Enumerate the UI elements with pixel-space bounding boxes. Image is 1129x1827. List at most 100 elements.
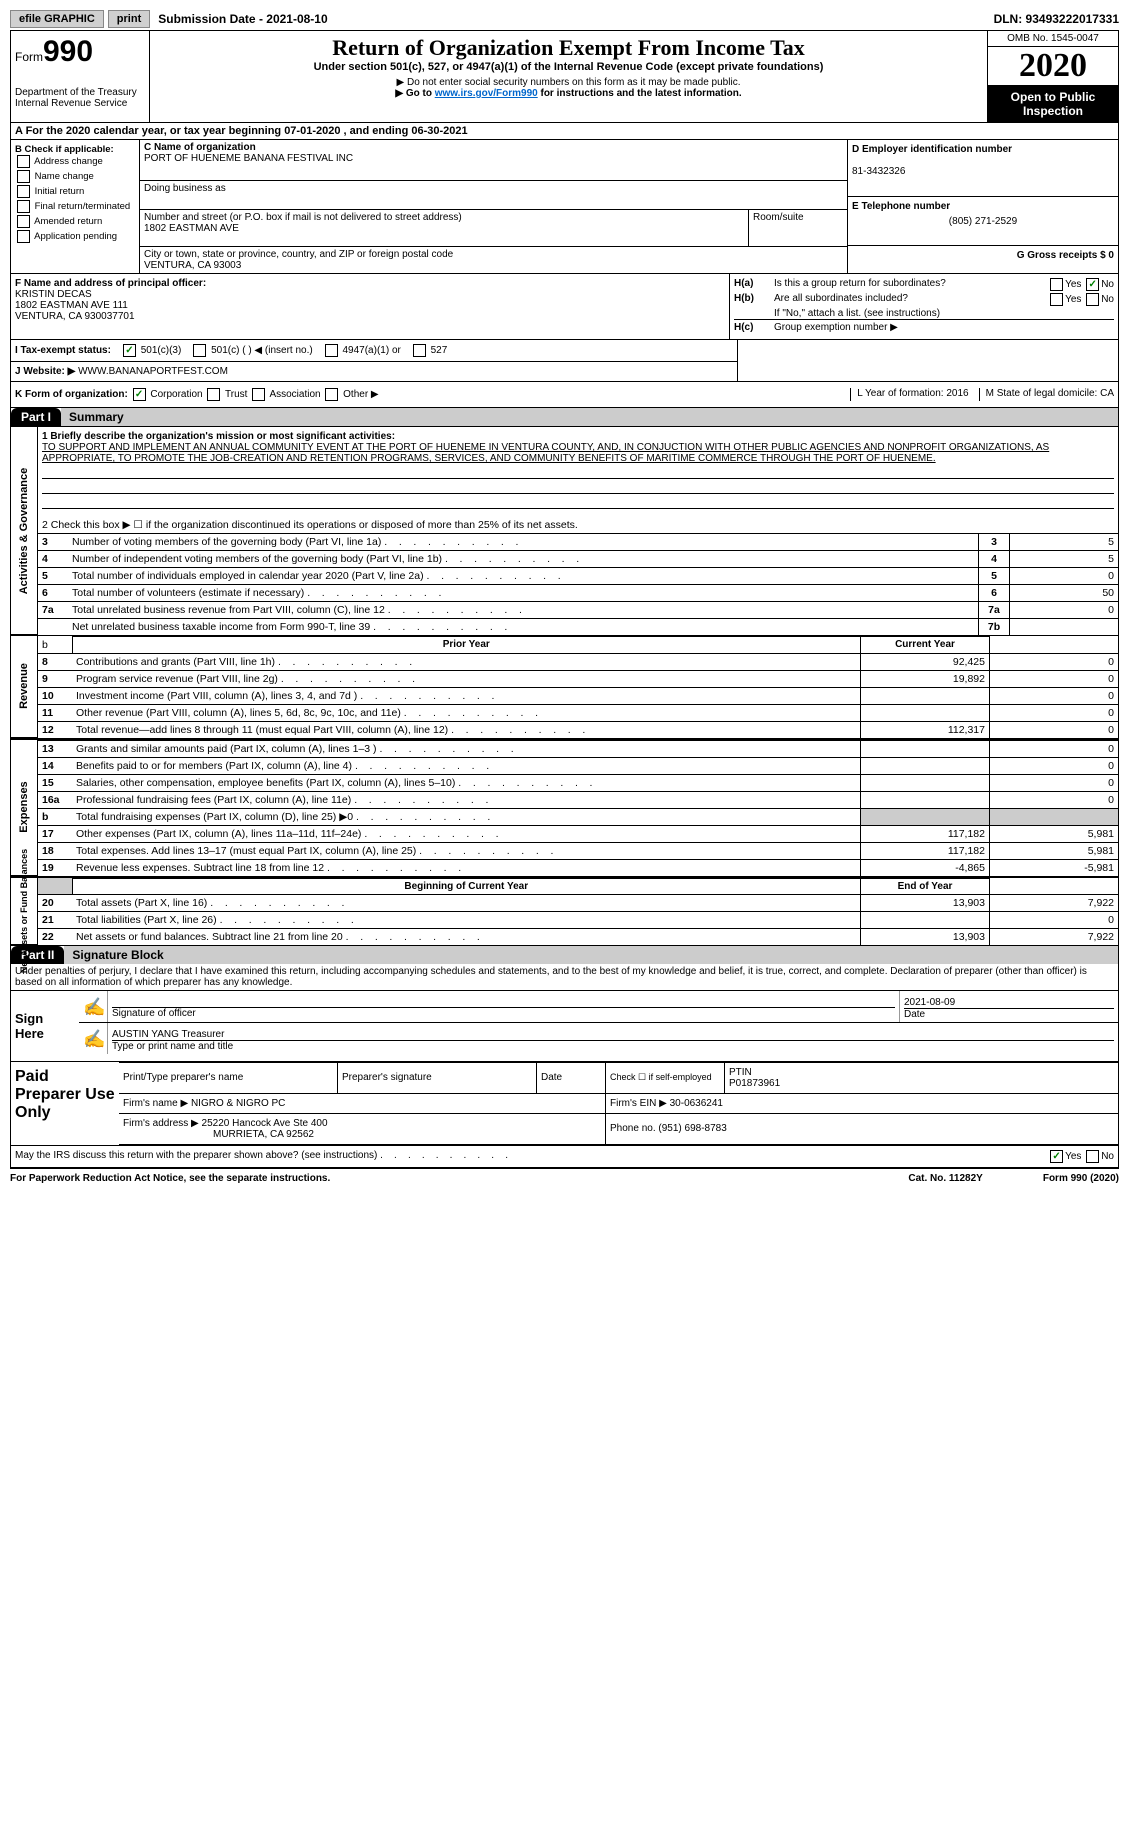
hc-label: H(c) [734, 322, 774, 333]
room-label: Room/suite [749, 210, 847, 246]
firm-ein: 30-0636241 [670, 1098, 723, 1109]
initial-return-checkbox[interactable] [17, 185, 30, 198]
form-word: Form [15, 50, 43, 64]
ha-yes-checkbox[interactable] [1050, 278, 1063, 291]
sig-of-officer-label: Signature of officer [112, 1007, 895, 1019]
submission-date: Submission Date - 2021-08-10 [158, 12, 327, 26]
tax-year-range: A For the 2020 calendar year, or tax yea… [11, 123, 1118, 140]
ein-label: D Employer identification number [852, 144, 1012, 155]
sign-arrow-icon-2: ✍ [79, 1023, 107, 1054]
form-subtitle: Under section 501(c), 527, or 4947(a)(1)… [158, 61, 979, 73]
ha-no-checkbox[interactable] [1086, 278, 1099, 291]
name-change-checkbox[interactable] [17, 170, 30, 183]
firm-addr1: 25220 Hancock Ave Ste 400 [202, 1118, 328, 1129]
b-opt-1: Name change [35, 171, 94, 182]
prior-year-header: Prior Year [72, 637, 861, 654]
final-return-checkbox[interactable] [17, 200, 30, 213]
k-opt-0: Corporation [150, 389, 202, 400]
firm-addr-label: Firm's address ▶ [123, 1118, 199, 1129]
501c-checkbox[interactable] [193, 344, 206, 357]
hb-no-checkbox[interactable] [1086, 293, 1099, 306]
preparer-date-label: Date [537, 1062, 606, 1093]
vtab-rev-label: Revenue [18, 663, 30, 709]
org-city: VENTURA, CA 93003 [144, 260, 241, 271]
discuss-question: May the IRS discuss this return with the… [15, 1150, 508, 1163]
k-opt-3: Other ▶ [343, 389, 378, 400]
amended-return-checkbox[interactable] [17, 215, 30, 228]
trust-checkbox[interactable] [207, 388, 220, 401]
ptin-value: P01873961 [729, 1078, 780, 1089]
cat-no: Cat. No. 11282Y [908, 1173, 982, 1184]
other-checkbox[interactable] [325, 388, 338, 401]
i-opt-3: 527 [431, 345, 448, 356]
c-name-label: C Name of organization [144, 142, 256, 153]
dept-irs: Internal Revenue Service [15, 98, 145, 109]
discuss-no-checkbox[interactable] [1086, 1150, 1099, 1163]
revenue-table: bPrior YearCurrent Year 8Contributions a… [38, 636, 1118, 738]
k-opt-1: Trust [225, 389, 247, 400]
firm-phone: (951) 698-8783 [658, 1123, 726, 1134]
b-opt-0: Address change [34, 156, 103, 167]
discuss-yes-checkbox[interactable] [1050, 1150, 1063, 1163]
hc-text: Group exemption number ▶ [774, 322, 1114, 333]
q2-text: 2 Check this box ▶ ☐ if the organization… [38, 509, 1118, 533]
lines-3-7: 3Number of voting members of the governi… [38, 533, 1118, 635]
gross-receipts: G Gross receipts $ 0 [848, 246, 1118, 265]
sign-arrow-icon: ✍ [79, 991, 107, 1022]
boy-header: Beginning of Current Year [72, 878, 861, 894]
assoc-checkbox[interactable] [252, 388, 265, 401]
firm-addr2: MURRIETA, CA 92562 [213, 1129, 314, 1140]
year-formation: L Year of formation: 2016 [850, 388, 968, 401]
form-id-box: Form990 Department of the Treasury Inter… [11, 31, 150, 122]
form-number: 990 [43, 35, 93, 68]
signer-name-label: Type or print name and title [112, 1040, 1114, 1052]
print-button[interactable]: print [108, 10, 150, 28]
phone-value: (805) 271-2529 [852, 216, 1114, 227]
section-b-header: B Check if applicable: [15, 144, 135, 155]
b-opt-3: Final return/terminated [35, 201, 131, 212]
signer-name: AUSTIN YANG Treasurer [112, 1029, 1114, 1040]
b-opt-5: Application pending [34, 231, 117, 242]
sign-here-label: Sign Here [11, 991, 79, 1061]
vtab-exp-label: Expenses [18, 781, 30, 832]
501c3-checkbox[interactable] [123, 344, 136, 357]
officer-addr1: 1802 EASTMAN AVE 111 [15, 300, 725, 311]
tax-year: 2020 [988, 47, 1118, 86]
website-label: J Website: ▶ [15, 366, 75, 377]
vtab-revenue: Revenue [11, 636, 38, 738]
paid-preparer-label: Paid Preparer Use Only [11, 1062, 119, 1145]
f-label: F Name and address of principal officer: [15, 278, 725, 289]
vtab-governance: Activities & Governance [11, 427, 38, 635]
paperwork-notice: For Paperwork Reduction Act Notice, see … [10, 1173, 330, 1184]
firm-name-label: Firm's name ▶ [123, 1098, 188, 1109]
firm-ein-label: Firm's EIN ▶ [610, 1098, 667, 1109]
address-change-checkbox[interactable] [17, 155, 30, 168]
application-pending-checkbox[interactable] [17, 230, 30, 243]
4947-checkbox[interactable] [325, 344, 338, 357]
perjury-statement: Under penalties of perjury, I declare th… [11, 964, 1118, 991]
hb-note: If "No," attach a list. (see instruction… [774, 308, 1114, 319]
527-checkbox[interactable] [413, 344, 426, 357]
corp-checkbox[interactable] [133, 388, 146, 401]
note2-post: for instructions and the latest informat… [538, 88, 742, 99]
website-value: WWW.BANANAPORTFEST.COM [75, 366, 228, 377]
note2-pre: ▶ Go to [395, 88, 434, 99]
form-body: Form990 Department of the Treasury Inter… [10, 30, 1119, 1169]
self-employed-label: Check ☐ if self-employed [606, 1062, 725, 1093]
part-i-title: Summary [61, 408, 1118, 426]
mission-label: 1 Briefly describe the organization's mi… [42, 431, 1114, 442]
i-opt-2: 4947(a)(1) or [342, 345, 400, 356]
ein-value: 81-3432326 [852, 166, 905, 177]
hb-yes-checkbox[interactable] [1050, 293, 1063, 306]
form990-link[interactable]: www.irs.gov/Form990 [435, 88, 538, 99]
hb-label: H(b) [734, 293, 774, 306]
mission-text: TO SUPPORT AND IMPLEMENT AN ANNUAL COMMU… [42, 442, 1114, 464]
hb-text: Are all subordinates included? [774, 293, 1048, 306]
dept-treasury: Department of the Treasury [15, 87, 145, 98]
dln: DLN: 93493222017331 [994, 12, 1119, 26]
state-domicile: M State of legal domicile: CA [979, 388, 1114, 401]
org-name: PORT OF HUENEME BANANA FESTIVAL INC [144, 153, 353, 164]
officer-addr2: VENTURA, CA 930037701 [15, 311, 725, 322]
efile-button[interactable]: efile GRAPHIC [10, 10, 104, 28]
vtab-netassets: Net Assets or Fund Balances [11, 878, 38, 945]
